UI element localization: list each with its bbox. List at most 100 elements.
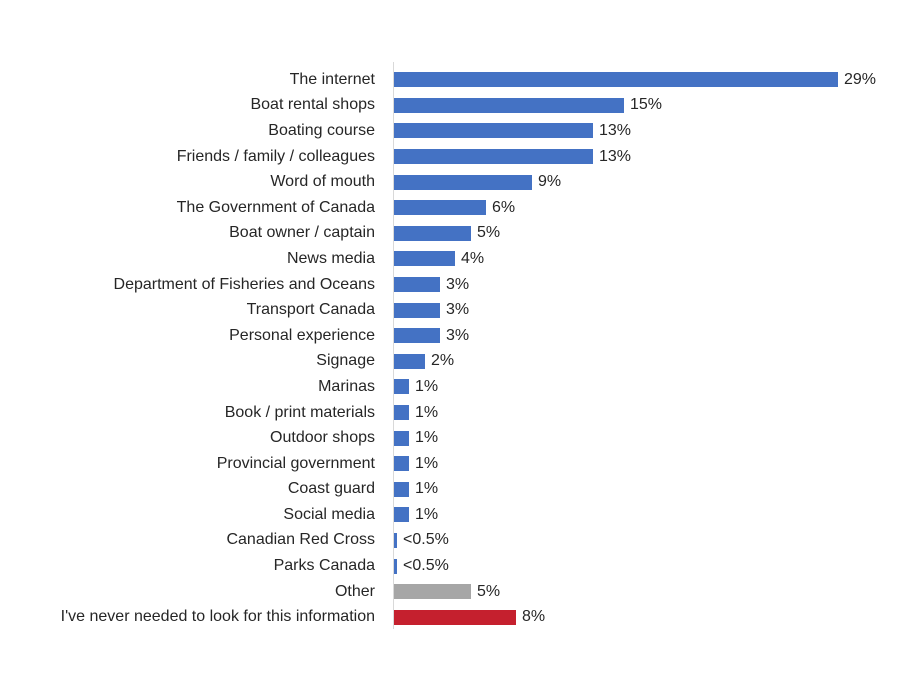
bar xyxy=(394,481,409,497)
category-label: Boating course xyxy=(268,121,375,139)
value-label: 5% xyxy=(477,224,501,242)
category-label: Provincial government xyxy=(216,454,375,472)
value-label: 1% xyxy=(415,429,439,447)
value-label: 2% xyxy=(431,352,455,370)
bar xyxy=(394,302,440,318)
bar-area: 3% xyxy=(394,323,900,349)
bar xyxy=(394,379,409,395)
category-label: Coast guard xyxy=(287,480,375,498)
category-label: Department of Fisheries and Oceans xyxy=(113,275,375,293)
chart-row: Signage 2% xyxy=(0,349,900,375)
chart-row: Social media 1% xyxy=(0,502,900,528)
bar xyxy=(394,123,593,139)
value-label: 15% xyxy=(630,96,663,114)
chart-row: Department of Fisheries and Oceans 3% xyxy=(0,272,900,298)
bar-area: 15% xyxy=(394,93,900,119)
category-label: Parks Canada xyxy=(273,557,375,575)
category-label: Word of mouth xyxy=(270,173,375,191)
bar-area: 1% xyxy=(394,400,900,426)
bar xyxy=(394,225,471,241)
chart-row: Boat owner / captain 5% xyxy=(0,221,900,247)
value-label: <0.5% xyxy=(403,531,449,549)
bar-area: 3% xyxy=(394,272,900,298)
bar-area: 13% xyxy=(394,118,900,144)
chart-row: Friends / family / colleagues 13% xyxy=(0,144,900,170)
bar xyxy=(394,405,409,421)
bar-area: 2% xyxy=(394,349,900,375)
bar-area: 1% xyxy=(394,502,900,528)
chart-row: Boating course 13% xyxy=(0,118,900,144)
bar-area: 8% xyxy=(394,604,900,630)
bar-area: 6% xyxy=(394,195,900,221)
value-label: 5% xyxy=(477,582,501,600)
chart-row: The internet 29% xyxy=(0,67,900,93)
chart-row: I've never needed to look for this infor… xyxy=(0,604,900,630)
chart-row: Coast guard 1% xyxy=(0,477,900,503)
value-label: 1% xyxy=(415,505,439,523)
bar xyxy=(394,72,838,88)
bar-area: 9% xyxy=(394,169,900,195)
category-label: The Government of Canada xyxy=(176,198,375,216)
category-label: Transport Canada xyxy=(246,301,375,319)
bar-area: 1% xyxy=(394,374,900,400)
bar-area: <0.5% xyxy=(394,553,900,579)
chart-row: Canadian Red Cross <0.5% xyxy=(0,528,900,554)
chart-row: Boat rental shops 15% xyxy=(0,93,900,119)
category-label: News media xyxy=(286,249,375,267)
bar xyxy=(394,251,455,267)
value-label: 1% xyxy=(415,403,439,421)
chart-row: Personal experience 3% xyxy=(0,323,900,349)
chart-row: Outdoor shops 1% xyxy=(0,425,900,451)
bar xyxy=(394,200,486,216)
category-label: I've never needed to look for this infor… xyxy=(60,608,375,626)
chart-row: Provincial government 1% xyxy=(0,451,900,477)
value-label: 1% xyxy=(415,480,439,498)
bar-area: 1% xyxy=(394,451,900,477)
value-label: 13% xyxy=(599,121,632,139)
value-label: 3% xyxy=(446,275,470,293)
category-label: Personal experience xyxy=(229,326,375,344)
bar xyxy=(394,584,471,600)
chart-row: Book / print materials 1% xyxy=(0,400,900,426)
bar xyxy=(394,353,425,369)
bar xyxy=(394,609,516,625)
value-label: 3% xyxy=(446,301,470,319)
bar-area: 5% xyxy=(394,221,900,247)
bar xyxy=(394,328,440,344)
chart-row: The Government of Canada 6% xyxy=(0,195,900,221)
value-label: 3% xyxy=(446,326,470,344)
bar xyxy=(394,97,624,113)
value-label: <0.5% xyxy=(403,557,449,575)
chart-row: News media 4% xyxy=(0,246,900,272)
chart-row: Parks Canada <0.5% xyxy=(0,553,900,579)
bar xyxy=(394,277,440,293)
bar xyxy=(394,456,409,472)
bar-area: 1% xyxy=(394,425,900,451)
value-label: 4% xyxy=(461,249,485,267)
bar-area: 13% xyxy=(394,144,900,170)
value-label: 1% xyxy=(415,454,439,472)
bar-area: 4% xyxy=(394,246,900,272)
category-label: Other xyxy=(334,582,375,600)
category-label: Boat owner / captain xyxy=(229,224,375,242)
bar-chart: The internet 29% Boat rental shops 15% Boati… xyxy=(0,67,900,630)
value-label: 29% xyxy=(844,70,877,88)
bar-area: 29% xyxy=(394,67,900,93)
category-label: Marinas xyxy=(318,377,375,395)
category-label: Book / print materials xyxy=(224,403,375,421)
bar xyxy=(394,149,593,165)
category-label: Friends / family / colleagues xyxy=(176,147,375,165)
y-axis-line xyxy=(393,62,394,629)
value-label: 8% xyxy=(522,608,546,626)
bar xyxy=(394,507,409,523)
bar xyxy=(394,532,397,548)
category-label: The internet xyxy=(289,70,375,88)
bar xyxy=(394,174,532,190)
chart-row: Transport Canada 3% xyxy=(0,297,900,323)
value-label: 1% xyxy=(415,377,439,395)
chart-row: Other 5% xyxy=(0,579,900,605)
value-label: 9% xyxy=(538,173,562,191)
bar xyxy=(394,430,409,446)
value-label: 13% xyxy=(599,147,632,165)
